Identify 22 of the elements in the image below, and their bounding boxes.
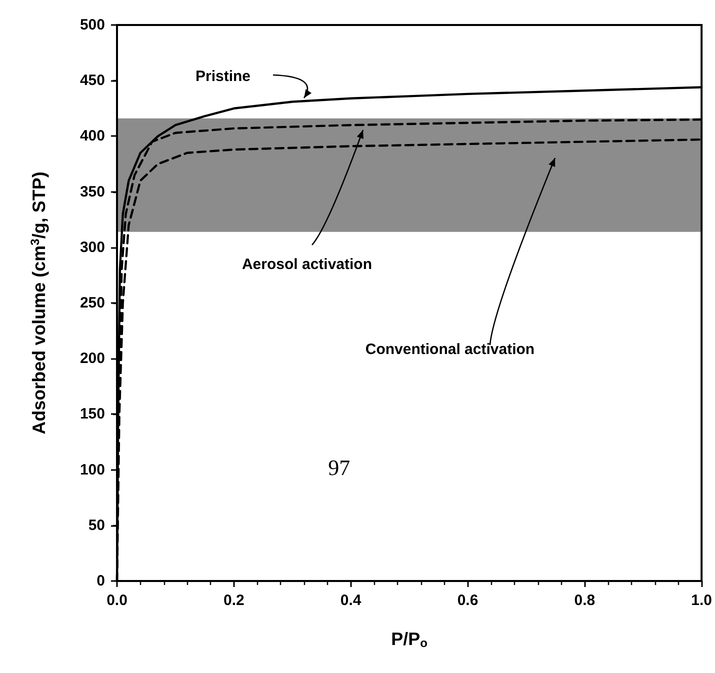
y-tick-label: 0: [96, 572, 105, 590]
x-tick-label: 0.4: [340, 592, 362, 609]
y-tick-label: 450: [80, 72, 105, 90]
x-tick-label: 0.8: [574, 592, 596, 609]
annotation: Aerosol activation: [242, 256, 372, 273]
y-tick-label: 50: [88, 516, 105, 534]
y-tick-label: 250: [80, 294, 105, 312]
y-tick-label: 100: [80, 461, 105, 478]
y-tick-label: 150: [80, 406, 105, 423]
x-tick-label: 0.2: [223, 592, 244, 609]
annotation: Pristine: [195, 68, 251, 85]
x-tick-label: 1.0: [691, 592, 712, 609]
y-tick-label: 200: [80, 350, 105, 368]
y-axis-title: Adsorbed volume (cm3/g, STP): [28, 172, 49, 434]
x-tick-label: 0.6: [457, 592, 478, 609]
annotation: Conventional activation: [365, 340, 535, 358]
y-tick-label: 500: [80, 16, 105, 34]
y-tick-label: 350: [80, 183, 105, 200]
annotation: 97: [328, 454, 350, 480]
y-tick-label: 400: [80, 128, 105, 145]
x-tick-label: 0.0: [106, 592, 128, 609]
y-tick-label: 300: [80, 238, 105, 256]
